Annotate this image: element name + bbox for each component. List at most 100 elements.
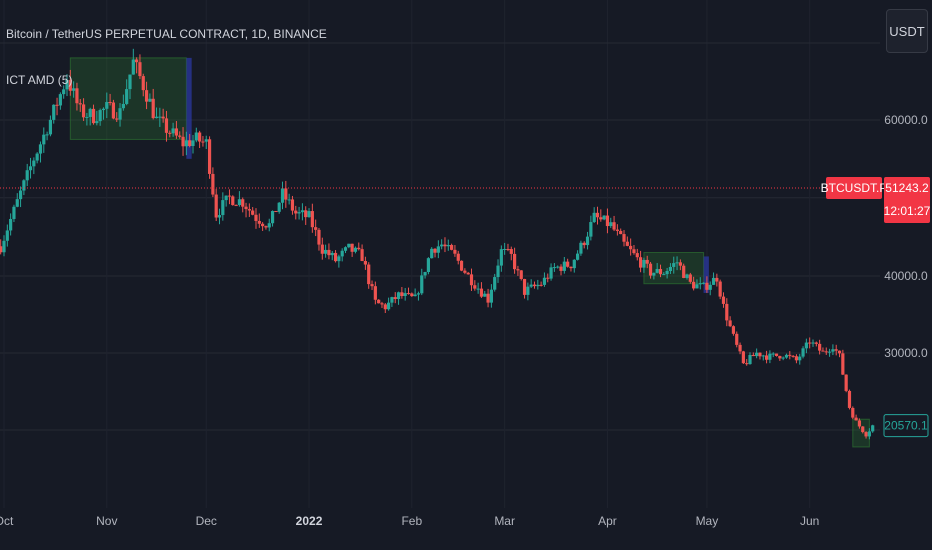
candle-body bbox=[48, 119, 53, 135]
axes: 60000.0 40000.0 30000.0 Oct Nov Dec 2022 Feb Mar… bbox=[0, 113, 928, 528]
amd-boxes bbox=[69, 57, 870, 448]
candle-body bbox=[244, 206, 248, 210]
candle-body bbox=[851, 407, 855, 418]
candle-body bbox=[668, 266, 673, 271]
indicator-label[interactable]: ICT AMD (5) bbox=[6, 73, 73, 87]
candle-body bbox=[144, 90, 149, 102]
candle-body bbox=[682, 265, 686, 278]
candle-body bbox=[715, 277, 719, 282]
candle-body bbox=[91, 108, 96, 124]
candle-body bbox=[619, 230, 623, 235]
candle-body bbox=[247, 209, 251, 211]
candle-body bbox=[330, 252, 334, 256]
candle-body bbox=[194, 132, 198, 141]
candle-body bbox=[688, 274, 692, 282]
candle-body bbox=[171, 128, 175, 134]
candle-body bbox=[108, 102, 112, 104]
candle-body bbox=[138, 62, 142, 77]
candle-body bbox=[479, 288, 484, 297]
grid bbox=[0, 42, 880, 431]
candle-body bbox=[605, 215, 610, 227]
candle-body bbox=[804, 342, 808, 349]
candle-body bbox=[234, 205, 238, 207]
candle-body bbox=[582, 242, 586, 246]
x-tick-label: Jun bbox=[800, 514, 819, 528]
candle-body bbox=[367, 264, 371, 285]
candle-body bbox=[373, 286, 377, 300]
candle-body bbox=[420, 275, 424, 294]
candle-body bbox=[711, 277, 716, 285]
candle-body bbox=[748, 354, 752, 365]
candle-body bbox=[648, 263, 653, 276]
candle-body bbox=[532, 284, 537, 287]
candle-body bbox=[65, 80, 69, 90]
candle-body bbox=[78, 103, 82, 105]
candle-body bbox=[267, 223, 271, 228]
candle-body bbox=[861, 426, 865, 433]
candle-body bbox=[612, 222, 616, 230]
candle-body bbox=[808, 342, 812, 344]
candle-body bbox=[476, 288, 480, 290]
candle-body bbox=[270, 211, 275, 224]
candle-body bbox=[45, 134, 49, 136]
candle-body bbox=[231, 196, 235, 206]
candle-body bbox=[320, 244, 324, 254]
candle-body bbox=[469, 274, 474, 286]
candle-body bbox=[314, 227, 318, 230]
candle-body bbox=[827, 351, 832, 353]
candle-body bbox=[632, 249, 636, 254]
candle-body bbox=[493, 277, 497, 290]
candle-body bbox=[784, 354, 789, 358]
currency-button[interactable]: USDT bbox=[886, 9, 928, 53]
candle-body bbox=[718, 281, 722, 297]
candle-body bbox=[181, 136, 185, 147]
candle-body bbox=[463, 270, 467, 273]
candle-body bbox=[665, 270, 669, 275]
candle-body bbox=[768, 353, 772, 360]
candle-body bbox=[638, 257, 643, 268]
candle-body bbox=[466, 272, 470, 275]
candle-body bbox=[350, 243, 354, 252]
candle-body bbox=[698, 283, 702, 285]
candle-body bbox=[436, 246, 440, 253]
amd-distribution-marker bbox=[186, 57, 192, 159]
candle-body bbox=[307, 211, 311, 218]
candle-body bbox=[831, 349, 835, 352]
candle-body bbox=[284, 188, 288, 200]
candle-body bbox=[486, 293, 490, 303]
candle-body bbox=[128, 74, 132, 90]
candle-body bbox=[95, 121, 99, 124]
candle-body bbox=[161, 116, 165, 119]
candle-body bbox=[360, 249, 364, 261]
candle-body bbox=[410, 293, 414, 297]
candle-body bbox=[625, 241, 629, 246]
candle-body bbox=[433, 248, 437, 253]
symbol-tag-bg bbox=[826, 177, 882, 199]
candle-body bbox=[609, 222, 613, 227]
candle-body bbox=[52, 104, 56, 120]
candle-body bbox=[549, 267, 553, 279]
candle-body bbox=[15, 199, 19, 207]
candle-body bbox=[377, 299, 381, 304]
candle-body bbox=[675, 262, 679, 264]
candle-body bbox=[207, 139, 212, 174]
candle-body bbox=[158, 116, 162, 118]
candle-body bbox=[294, 210, 298, 214]
candle-body bbox=[615, 229, 619, 231]
candle-body bbox=[721, 296, 726, 304]
candle-body bbox=[327, 249, 331, 256]
candle-body bbox=[599, 217, 603, 220]
candle-body bbox=[496, 265, 500, 278]
candle-body bbox=[589, 222, 593, 237]
candle-body bbox=[148, 98, 152, 102]
candle-body bbox=[499, 249, 503, 266]
candle-body bbox=[81, 104, 86, 118]
candle-body bbox=[678, 262, 682, 266]
candle-body bbox=[440, 244, 444, 247]
candle-body bbox=[28, 166, 33, 171]
candle-body bbox=[516, 269, 520, 271]
candle-body bbox=[522, 278, 527, 295]
candle-body bbox=[347, 243, 351, 248]
candle-body bbox=[393, 297, 397, 300]
